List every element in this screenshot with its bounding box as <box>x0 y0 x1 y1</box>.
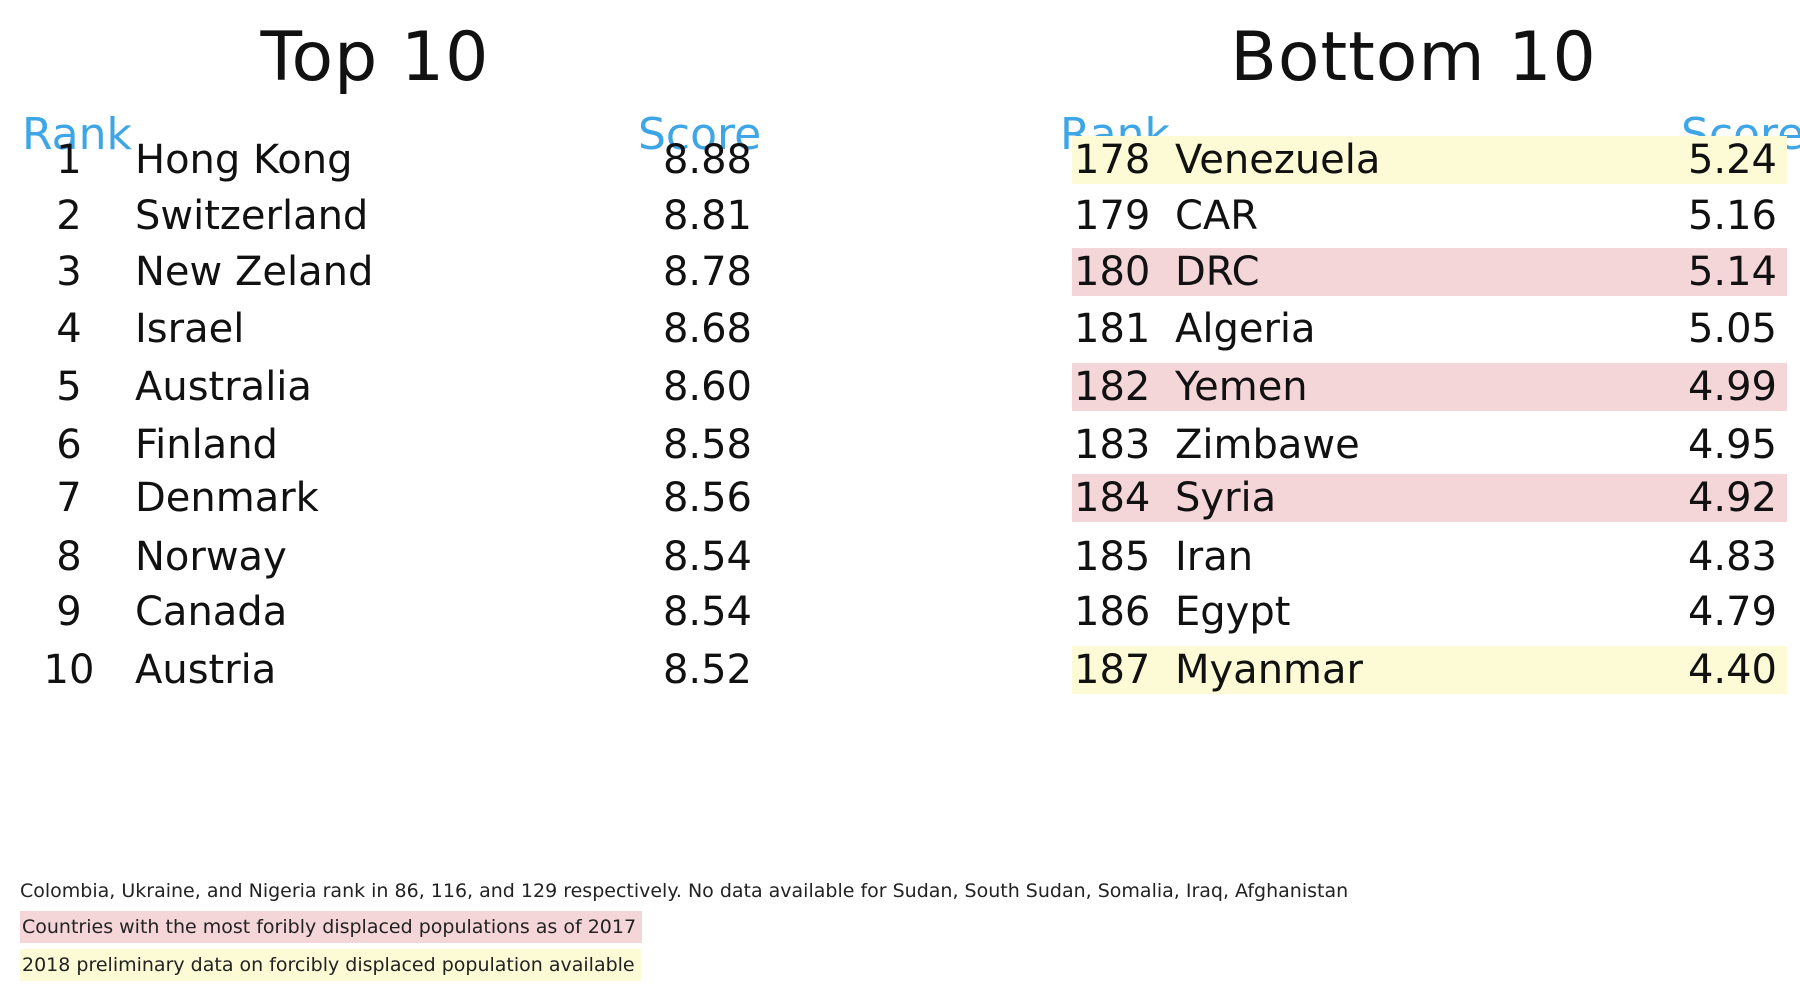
top-10-score-header: Score <box>638 109 762 160</box>
table-row: 5 Australia 8.60 <box>20 363 760 411</box>
country-cell: Yemen <box>1175 364 1308 410</box>
table-row: 184 Syria 4.92 <box>1072 474 1787 522</box>
country-cell: Canada <box>135 589 288 635</box>
table-row: 185 Iran 4.83 <box>1072 533 1787 581</box>
country-cell: Zimbawe <box>1175 422 1360 468</box>
country-cell: Australia <box>135 364 312 410</box>
country-cell: Algeria <box>1175 306 1316 352</box>
table-row: 8 Norway 8.54 <box>20 533 760 581</box>
legend-pink-item: Countries with the most foribly displace… <box>20 911 643 943</box>
top-10-title: Top 10 <box>260 18 490 97</box>
score-cell: 8.54 <box>662 534 752 580</box>
table-row: 10 Austria 8.52 <box>20 646 760 694</box>
rank-cell: 4 <box>56 306 82 352</box>
rank-cell: 180 <box>1074 249 1151 295</box>
score-cell: 8.78 <box>662 249 752 295</box>
country-cell: Egypt <box>1175 589 1291 635</box>
table-row: 187 Myanmar 4.40 <box>1072 646 1787 694</box>
rank-cell: 2 <box>56 193 82 239</box>
score-cell: 4.92 <box>1687 475 1777 521</box>
table-row: 1 Hong Kong 8.88 <box>20 136 760 184</box>
rank-cell: 10 <box>43 647 95 693</box>
rank-cell: 178 <box>1074 137 1151 183</box>
rank-cell: 181 <box>1074 306 1151 352</box>
rank-cell: 5 <box>56 364 82 410</box>
score-cell: 4.95 <box>1687 422 1777 468</box>
bottom-10-title: Bottom 10 <box>1230 18 1597 97</box>
rank-cell: 1 <box>56 137 82 183</box>
table-row: 3 New Zeland 8.78 <box>20 248 760 296</box>
rank-cell: 8 <box>56 534 82 580</box>
country-cell: Venezuela <box>1175 137 1381 183</box>
score-cell: 4.79 <box>1687 589 1777 635</box>
rank-cell: 6 <box>56 422 82 468</box>
rank-cell: 183 <box>1074 422 1151 468</box>
score-cell: 8.68 <box>662 306 752 352</box>
country-cell: Switzerland <box>135 193 369 239</box>
table-row: 4 Israel 8.68 <box>20 305 760 353</box>
table-row: 7 Denmark 8.56 <box>20 474 760 522</box>
score-cell: 5.16 <box>1687 193 1777 239</box>
rank-cell: 187 <box>1074 647 1151 693</box>
score-cell: 8.54 <box>662 589 752 635</box>
table-row: 181 Algeria 5.05 <box>1072 305 1787 353</box>
rank-cell: 186 <box>1074 589 1151 635</box>
rank-cell: 184 <box>1074 475 1151 521</box>
score-cell: 4.99 <box>1687 364 1777 410</box>
top-10-rank-header: Rank <box>22 109 132 160</box>
table-row: 179 CAR 5.16 <box>1072 192 1787 240</box>
score-cell: 4.40 <box>1687 647 1777 693</box>
country-cell: Hong Kong <box>135 137 353 183</box>
table-row: 183 Zimbawe 4.95 <box>1072 421 1787 469</box>
rank-cell: 185 <box>1074 534 1151 580</box>
table-row: 180 DRC 5.14 <box>1072 248 1787 296</box>
rank-cell: 182 <box>1074 364 1151 410</box>
country-cell: Myanmar <box>1175 647 1363 693</box>
score-cell: 8.52 <box>662 647 752 693</box>
score-cell: 8.60 <box>662 364 752 410</box>
rank-cell: 7 <box>56 475 82 521</box>
score-cell: 8.88 <box>662 137 752 183</box>
country-cell: Norway <box>135 534 287 580</box>
score-cell: 5.05 <box>1687 306 1777 352</box>
rank-cell: 9 <box>56 589 82 635</box>
footnote: Colombia, Ukraine, and Nigeria rank in 8… <box>20 880 1349 902</box>
score-cell: 5.14 <box>1687 249 1777 295</box>
table-row: 9 Canada 8.54 <box>20 588 760 636</box>
table-row: 2 Switzerland 8.81 <box>20 192 760 240</box>
table-row: 182 Yemen 4.99 <box>1072 363 1787 411</box>
country-cell: CAR <box>1175 193 1259 239</box>
country-cell: Austria <box>135 647 277 693</box>
legend-yellow-item: 2018 preliminary data on forcibly displa… <box>20 949 641 981</box>
country-cell: Iran <box>1175 534 1254 580</box>
country-cell: New Zeland <box>135 249 374 295</box>
table-row: 178 Venezuela 5.24 <box>1072 136 1787 184</box>
score-cell: 4.83 <box>1687 534 1777 580</box>
rank-cell: 3 <box>56 249 82 295</box>
country-cell: Israel <box>135 306 245 352</box>
country-cell: Denmark <box>135 475 319 521</box>
table-row: 6 Finland 8.58 <box>20 421 760 469</box>
country-cell: DRC <box>1175 249 1260 295</box>
score-cell: 8.56 <box>662 475 752 521</box>
table-row: 186 Egypt 4.79 <box>1072 588 1787 636</box>
country-cell: Syria <box>1175 475 1277 521</box>
score-cell: 5.24 <box>1687 137 1777 183</box>
score-cell: 8.81 <box>662 193 752 239</box>
score-cell: 8.58 <box>662 422 752 468</box>
rank-cell: 179 <box>1074 193 1151 239</box>
country-cell: Finland <box>135 422 278 468</box>
